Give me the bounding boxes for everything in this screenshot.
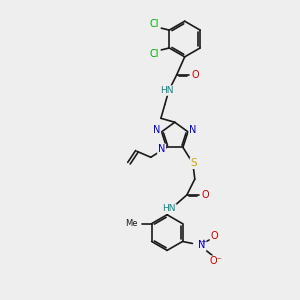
Text: Cl: Cl xyxy=(150,49,159,59)
Text: N: N xyxy=(189,125,197,135)
Text: N: N xyxy=(198,240,206,250)
Text: O: O xyxy=(202,190,209,200)
Text: N: N xyxy=(153,125,160,135)
Text: HN: HN xyxy=(160,86,174,95)
Text: +: + xyxy=(200,239,206,245)
Text: HN: HN xyxy=(162,204,176,213)
Text: Cl: Cl xyxy=(150,19,159,29)
Text: O⁻: O⁻ xyxy=(210,256,223,266)
Text: N: N xyxy=(158,144,165,154)
Text: O: O xyxy=(210,230,218,241)
Text: O: O xyxy=(192,70,200,80)
Text: Me: Me xyxy=(126,219,138,228)
Text: S: S xyxy=(190,158,197,168)
